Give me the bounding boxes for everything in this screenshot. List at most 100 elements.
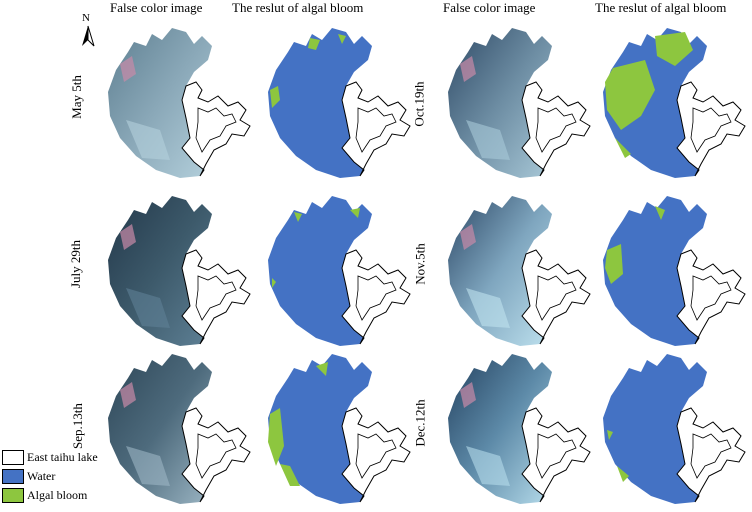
map-july-false-color bbox=[90, 188, 260, 353]
water-region bbox=[268, 354, 372, 504]
water-region bbox=[603, 354, 707, 504]
date-label-may: May 5th bbox=[68, 75, 84, 119]
algal-bloom-region bbox=[338, 34, 346, 44]
east-taihu-lake-outline bbox=[676, 81, 746, 177]
east-taihu-inner-outline bbox=[355, 275, 397, 321]
algal-bloom-region bbox=[350, 208, 360, 218]
water-region bbox=[603, 196, 707, 346]
east-taihu-lake-outline bbox=[181, 407, 251, 503]
east-taihu-inner-outline bbox=[535, 107, 577, 153]
algal-bloom-region bbox=[272, 278, 276, 288]
false-color-pink-patch bbox=[120, 382, 136, 408]
legend-swatch-algal-bloom bbox=[2, 488, 24, 503]
legend-label-east-taihu: East taihu lake bbox=[27, 450, 98, 464]
legend-swatch-east-taihu bbox=[2, 450, 24, 465]
map-oct-result bbox=[585, 20, 752, 185]
map-may-result bbox=[250, 20, 420, 185]
algal-bloom-region bbox=[607, 430, 613, 440]
east-taihu-inner-outline bbox=[355, 107, 397, 153]
algal-bloom-region bbox=[268, 408, 284, 466]
map-nov-false-color bbox=[430, 188, 600, 353]
false-color-pink-patch bbox=[460, 56, 476, 82]
algal-bloom-map bbox=[603, 28, 746, 178]
east-taihu-lake-outline bbox=[521, 81, 591, 177]
east-taihu-lake-outline bbox=[181, 81, 251, 177]
legend: East taihu lake Water Algal bloom bbox=[2, 448, 98, 505]
header-false-color-left: False color image bbox=[110, 0, 203, 15]
legend-swatch-water bbox=[2, 469, 24, 484]
east-taihu-inner-outline bbox=[535, 275, 577, 321]
legend-item-algal-bloom: Algal bloom bbox=[2, 486, 98, 505]
east-taihu-inner-outline bbox=[195, 433, 237, 479]
false-color-light-patch bbox=[126, 446, 170, 486]
false-color-map bbox=[108, 196, 251, 346]
map-sep-false-color bbox=[90, 346, 260, 511]
east-taihu-lake-outline bbox=[181, 249, 251, 345]
algal-bloom-region bbox=[615, 138, 631, 158]
algal-bloom-map bbox=[268, 28, 411, 178]
false-color-map bbox=[448, 196, 591, 346]
algal-bloom-region bbox=[280, 464, 300, 486]
header-result-left: The reslut of algal bloom bbox=[232, 0, 364, 15]
algal-bloom-map bbox=[268, 354, 411, 504]
false-color-light-patch bbox=[126, 120, 170, 160]
algal-bloom-map bbox=[603, 354, 746, 504]
false-color-light-patch bbox=[466, 288, 510, 328]
algal-bloom-region bbox=[270, 86, 280, 108]
map-july-result bbox=[250, 188, 420, 353]
header-result-right: The reslut of algal bloom bbox=[595, 0, 727, 15]
false-color-pink-patch bbox=[120, 224, 136, 250]
map-dec-false-color bbox=[430, 346, 600, 511]
legend-label-water: Water bbox=[27, 469, 56, 483]
east-taihu-lake-outline bbox=[521, 249, 591, 345]
map-may-false-color bbox=[90, 20, 260, 185]
east-taihu-inner-outline bbox=[690, 107, 732, 153]
false-color-map bbox=[448, 354, 591, 504]
map-dec-result bbox=[585, 346, 752, 511]
east-taihu-lake-outline bbox=[676, 249, 746, 345]
map-sep-result bbox=[250, 346, 420, 511]
false-color-map bbox=[108, 28, 251, 178]
map-nov-result bbox=[585, 188, 752, 353]
east-taihu-inner-outline bbox=[195, 107, 237, 153]
east-taihu-inner-outline bbox=[355, 433, 397, 479]
algal-bloom-map bbox=[268, 196, 411, 346]
legend-label-algal-bloom: Algal bloom bbox=[27, 488, 88, 502]
legend-item-water: Water bbox=[2, 467, 98, 486]
header-false-color-right: False color image bbox=[443, 0, 536, 15]
algal-bloom-region bbox=[605, 244, 623, 284]
algal-bloom-region bbox=[655, 206, 665, 220]
east-taihu-lake-outline bbox=[341, 407, 411, 503]
east-taihu-inner-outline bbox=[690, 433, 732, 479]
false-color-pink-patch bbox=[460, 382, 476, 408]
east-taihu-lake-outline bbox=[521, 407, 591, 503]
false-color-light-patch bbox=[466, 120, 510, 160]
date-label-sep: Sep.13th bbox=[69, 403, 85, 449]
false-color-pink-patch bbox=[460, 224, 476, 250]
legend-item-east-taihu: East taihu lake bbox=[2, 448, 98, 467]
algal-bloom-region bbox=[617, 466, 629, 482]
false-color-light-patch bbox=[466, 446, 510, 486]
date-label-july: July 29th bbox=[68, 239, 84, 289]
false-color-map bbox=[108, 354, 251, 504]
east-taihu-lake-outline bbox=[341, 81, 411, 177]
water-region bbox=[268, 28, 372, 178]
algal-bloom-region bbox=[308, 38, 320, 50]
east-taihu-lake-outline bbox=[676, 407, 746, 503]
east-taihu-lake-outline bbox=[341, 249, 411, 345]
map-oct-false-color bbox=[430, 20, 600, 185]
east-taihu-inner-outline bbox=[690, 275, 732, 321]
north-label: N bbox=[82, 12, 90, 24]
algal-bloom-region bbox=[605, 60, 655, 130]
east-taihu-inner-outline bbox=[195, 275, 237, 321]
false-color-map bbox=[448, 28, 591, 178]
water-region bbox=[268, 196, 372, 346]
algal-bloom-map bbox=[603, 196, 746, 346]
algal-bloom-region bbox=[316, 362, 328, 376]
algal-bloom-region bbox=[294, 212, 302, 222]
east-taihu-inner-outline bbox=[535, 433, 577, 479]
false-color-light-patch bbox=[126, 288, 170, 328]
false-color-pink-patch bbox=[120, 56, 136, 82]
north-arrow-icon: N bbox=[78, 12, 98, 50]
